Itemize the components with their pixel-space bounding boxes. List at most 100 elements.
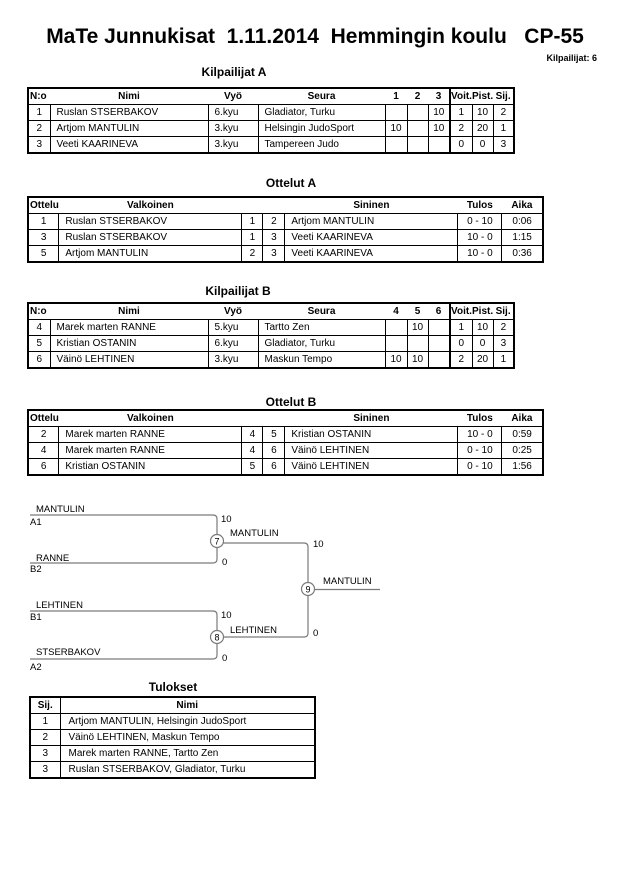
result-row: 1 Artjom MANTULIN, Helsingin JudoSport [29, 713, 316, 730]
bracket-seed: A1 [30, 517, 42, 528]
bracket-score: 10 [221, 610, 232, 621]
col-header-name: Nimi [59, 696, 316, 714]
col-header-match1: 1 [385, 88, 407, 105]
col-header-match-no: Ottelu [28, 197, 59, 214]
pool-header-row: N:o Nimi Vyö Seura 1 2 3 Voit. Pist. Sij… [28, 88, 515, 105]
col-header-white-no [241, 197, 263, 214]
competitor-name: Veeti KAARINEVA [49, 136, 209, 154]
col-header-belt: Vyö [208, 303, 258, 320]
match-time: 1:15 [501, 229, 544, 246]
col-header-blue: Sininen [284, 410, 458, 427]
score-cell: 10 [384, 351, 408, 369]
competitor-no: 3 [27, 136, 51, 154]
col-header-name: Nimi [50, 303, 208, 320]
wins-cell: 2 [449, 351, 473, 369]
col-header-rank: Sij. [493, 88, 515, 105]
col-header-match-no: Ottelu [28, 410, 59, 427]
white-name: Artjom MANTULIN [58, 245, 243, 263]
competitor-belt: 3.kyu [207, 136, 259, 154]
competitor-row: 1 Ruslan STSERBAKOV 6.kyu Gladiator, Tur… [27, 104, 515, 121]
score-cell [406, 120, 429, 137]
blue-name: Väinö LEHTINEN [284, 442, 459, 459]
bracket-bottom-name: STSERBAKOV [36, 647, 101, 658]
bracket-labels: MANTULIN A1 10 RANNE B2 0 MANTULIN LEHTI… [30, 504, 372, 673]
bracket-winner-name: MANTULIN [230, 528, 279, 539]
match-row: 4 Marek marten RANNE 4 6 Väinö LEHTINEN … [27, 442, 544, 459]
pool-header-row: N:o Nimi Vyö Seura 4 5 6 Voit. Pist. Sij… [28, 303, 515, 320]
competitor-row: 2 Artjom MANTULIN 3.kyu Helsingin JudoSp… [27, 120, 515, 137]
pool-a-table: N:o Nimi Vyö Seura 1 2 3 Voit. Pist. Sij… [27, 87, 516, 154]
competitor-no: 4 [27, 319, 51, 336]
rank-cell: 1 [492, 120, 515, 137]
match-row: 6 Kristian OSTANIN 5 6 Väinö LEHTINEN 0 … [27, 458, 544, 476]
competitor-belt: 5.kyu [207, 319, 259, 336]
results-table: Sij. Nimi 1 Artjom MANTULIN, Helsingin J… [29, 696, 316, 779]
blue-name: Väinö LEHTINEN [284, 458, 459, 476]
points-cell: 10 [471, 319, 494, 336]
section-heading-results: Tulokset [148, 680, 198, 694]
bracket-score: 0 [313, 628, 318, 639]
match-score: 0 - 10 [457, 442, 503, 459]
white-name: Kristian OSTANIN [58, 458, 243, 476]
rank-cell: 1 [492, 351, 515, 369]
white-name: Marek marten RANNE [58, 426, 243, 443]
white-no: 2 [241, 245, 264, 263]
match-row: 2 Marek marten RANNE 4 5 Kristian OSTANI… [27, 426, 544, 443]
bracket-score: 0 [222, 557, 227, 568]
wins-cell: 1 [449, 104, 473, 121]
section-heading-matches-b: Ottelut B [265, 395, 317, 409]
white-no: 4 [241, 442, 264, 459]
col-header-rank: Sij. [29, 696, 61, 714]
competitor-row: 6 Väinö LEHTINEN 3.kyu Maskun Tempo 10 1… [27, 351, 515, 369]
col-header-name: Nimi [50, 88, 208, 105]
col-header-white-no [241, 410, 263, 427]
match-circle-7 [209, 533, 225, 549]
points-cell: 0 [471, 136, 494, 154]
competitor-row: 4 Marek marten RANNE 5.kyu Tartto Zen 10… [27, 319, 515, 336]
match-row: 1 Ruslan STSERBAKOV 1 2 Artjom MANTULIN … [27, 213, 544, 230]
col-header-no: N:o [28, 88, 50, 105]
col-header-belt: Vyö [208, 88, 258, 105]
section-heading-pool-b: Kilpailijat B [205, 284, 271, 298]
match-score: 0 - 10 [457, 213, 503, 230]
points-cell: 20 [471, 120, 494, 137]
blue-name: Veeti KAARINEVA [284, 245, 459, 263]
competitor-belt: 3.kyu [207, 120, 259, 137]
competitor-no: 2 [27, 120, 51, 137]
score-cell: 10 [406, 351, 429, 369]
blue-no: 2 [262, 213, 286, 230]
competitor-name: Kristian OSTANIN [49, 335, 209, 352]
bracket-winner-name: LEHTINEN [230, 625, 277, 636]
competitor-count: Kilpailijat: 6 [546, 53, 597, 63]
score-cell: 10 [406, 319, 429, 336]
match-no: 6 [27, 458, 60, 476]
wins-cell: 0 [449, 335, 473, 352]
matches-b-table: Ottelu Valkoinen Sininen Tulos Aika 2 Ma… [27, 409, 544, 476]
col-header-points: Pist. [472, 303, 494, 320]
result-row: 3 Ruslan STSERBAKOV, Gladiator, Turku [29, 761, 316, 779]
white-no: 1 [241, 213, 264, 230]
competitor-row: 3 Veeti KAARINEVA 3.kyu Tampereen Judo 0… [27, 136, 515, 154]
result-rank: 1 [29, 713, 61, 730]
pool-b-table: N:o Nimi Vyö Seura 4 5 6 Voit. Pist. Sij… [27, 302, 516, 369]
blue-no: 3 [262, 229, 286, 246]
col-header-blue: Sininen [284, 197, 458, 214]
competitor-belt: 6.kyu [207, 104, 259, 121]
result-name: Ruslan STSERBAKOV, Gladiator, Turku [59, 761, 316, 779]
competitor-name: Ruslan STSERBAKOV [49, 104, 209, 121]
competitor-row: 5 Kristian OSTANIN 6.kyu Gladiator, Turk… [27, 335, 515, 352]
competitor-club: Gladiator, Turku [257, 104, 386, 121]
result-rank: 3 [29, 745, 61, 762]
match-score: 0 - 10 [457, 458, 503, 476]
competitor-belt: 6.kyu [207, 335, 259, 352]
match-score: 10 - 0 [457, 229, 503, 246]
score-cell [427, 335, 451, 352]
col-header-match3: 3 [428, 88, 450, 105]
bracket-seed: B2 [30, 564, 42, 575]
match-number: 9 [305, 585, 310, 595]
match-row: 5 Artjom MANTULIN 2 3 Veeti KAARINEVA 10… [27, 245, 544, 263]
blue-no: 6 [262, 442, 286, 459]
score-cell: 10 [427, 104, 451, 121]
bracket-seed: B1 [30, 612, 42, 623]
